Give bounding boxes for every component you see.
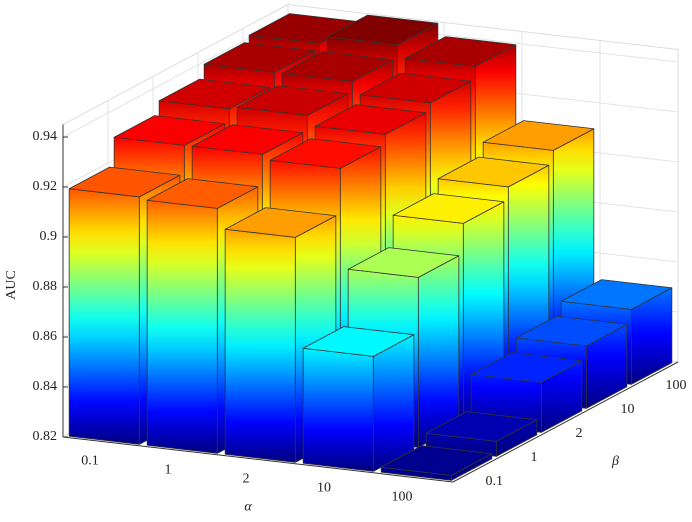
x-axis-label: α xyxy=(244,500,252,515)
y-axis-label: β xyxy=(611,454,619,469)
bar-front xyxy=(146,199,218,454)
bar xyxy=(302,326,415,472)
bar-top xyxy=(437,156,550,188)
y-tick-label: 100 xyxy=(666,378,687,393)
bar-side xyxy=(372,334,415,472)
bar-top xyxy=(146,178,259,209)
z-axis-label: AUC xyxy=(4,270,19,300)
bar-top xyxy=(359,72,472,104)
bar-top xyxy=(203,42,316,73)
x-tick-label: 0.1 xyxy=(81,454,99,469)
bar-top xyxy=(404,36,517,67)
bar-top xyxy=(380,445,493,476)
bar-top xyxy=(158,78,271,110)
z-tick-label: 0.86 xyxy=(33,329,58,344)
z-tick-label: 0.82 xyxy=(33,429,58,444)
bar-front xyxy=(224,228,296,463)
bar-top xyxy=(68,166,181,198)
bar xyxy=(380,445,493,481)
bar-top xyxy=(392,193,505,224)
bar-top xyxy=(314,104,427,135)
bar-top xyxy=(269,138,382,169)
bar-top xyxy=(326,14,439,46)
bar-top xyxy=(281,51,394,82)
bar-top xyxy=(347,247,460,278)
bar-top xyxy=(425,411,538,442)
bar xyxy=(425,411,538,457)
z-tick-label: 0.88 xyxy=(33,279,58,294)
bar-top xyxy=(224,207,337,238)
z-tick-label: 0.92 xyxy=(33,179,58,194)
x-tick-label: 1 xyxy=(165,463,172,478)
base-axes xyxy=(62,361,679,483)
x-tick-label: 100 xyxy=(392,490,413,505)
bar-top xyxy=(482,120,595,151)
bar-top xyxy=(560,279,673,310)
bar-top xyxy=(113,115,226,146)
z-tick-label: 0.9 xyxy=(40,229,58,244)
z-tick-label: 0.84 xyxy=(33,379,58,394)
y-tick-label: 10 xyxy=(621,402,635,417)
bar-front xyxy=(68,188,140,445)
z-tick-label: 0.94 xyxy=(33,129,58,144)
x-tick-label: 10 xyxy=(317,481,331,496)
x-tick-label: 2 xyxy=(243,472,250,487)
y-tick-label: 2 xyxy=(576,426,583,441)
y-tick-label: 0.1 xyxy=(486,474,504,489)
bar-top xyxy=(470,352,583,383)
bar-front xyxy=(302,347,374,472)
bar-top xyxy=(515,315,628,347)
bar-top xyxy=(302,326,415,357)
bar-top xyxy=(236,85,349,116)
bar-top xyxy=(191,124,304,155)
y-tick-label: 1 xyxy=(531,450,538,465)
